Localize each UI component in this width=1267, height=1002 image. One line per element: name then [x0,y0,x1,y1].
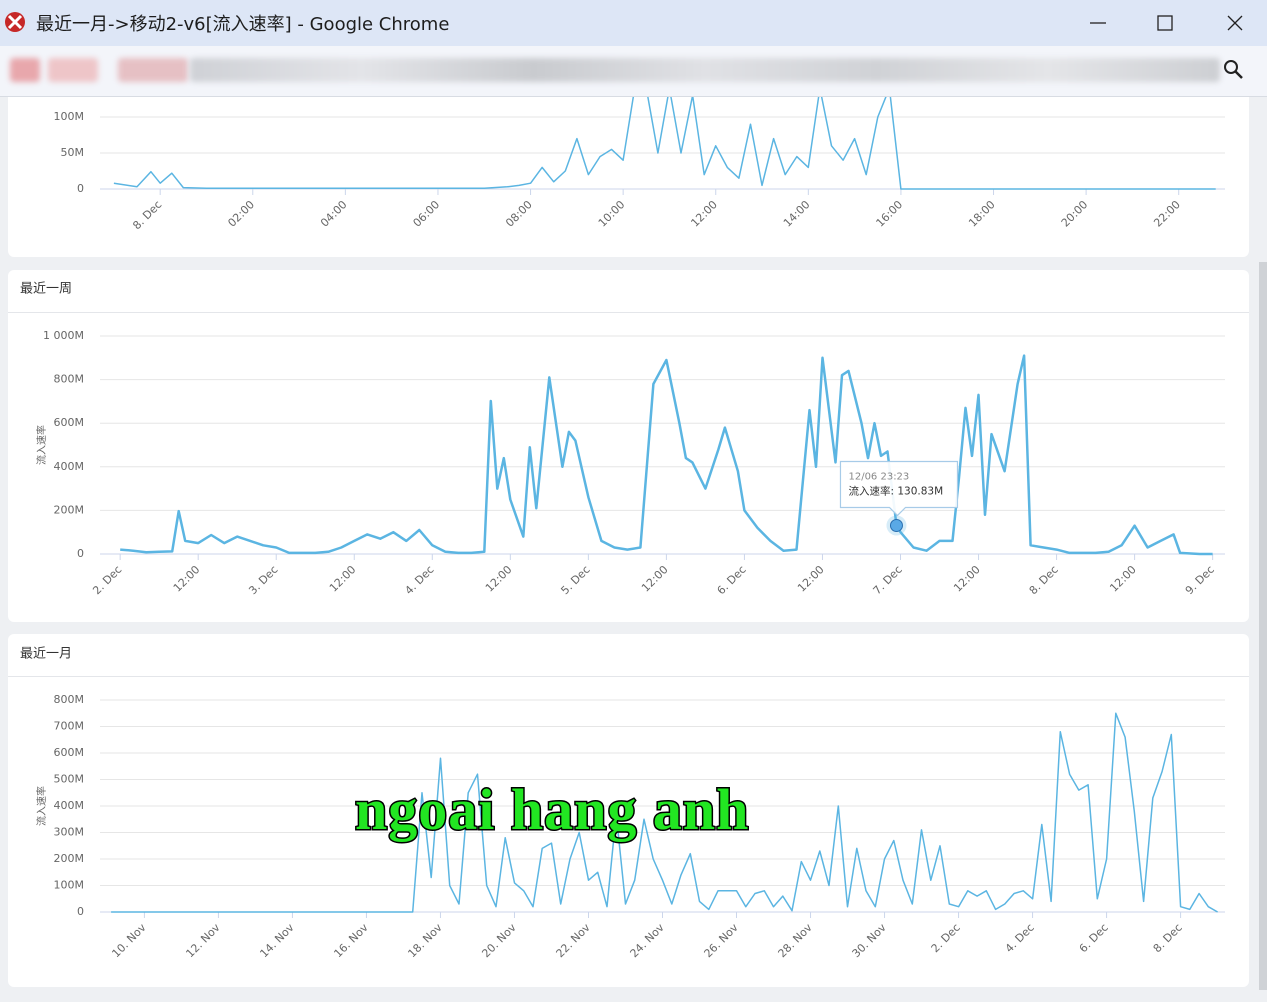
y-tick-label: 0 [77,905,84,918]
y-tick-label: 200M [54,503,85,516]
x-tick-label: 8. Dec [1027,563,1061,597]
x-tick-label: 18. Nov [405,921,445,961]
x-tick-label: 12:00 [483,563,515,595]
y-tick-label: 700M [54,720,85,733]
data-line [111,712,1218,913]
search-icon[interactable] [1222,58,1246,82]
window-title: 最近一月->移动2-v6[流入速率] - Google Chrome [36,14,450,35]
x-tick-label: 16:00 [874,198,906,230]
x-tick-label: 20:00 [1059,198,1091,230]
y-tick-label: 100M [54,110,85,123]
scrollbar[interactable] [1259,262,1267,990]
y-tick-label: 600M [54,416,85,429]
y-tick-label: 400M [54,460,85,473]
x-tick-label: 12. Nov [183,921,223,961]
x-tick-label: 12:00 [639,563,671,595]
x-tick-label: 12:00 [171,563,203,595]
x-tick-label: 02:00 [225,198,257,230]
x-tick-label: 12:00 [1107,563,1139,595]
panel [8,270,1249,622]
x-tick-label: 5. Dec [558,563,592,597]
y-tick-label: 800M [54,693,85,706]
x-tick-label: 2. Dec [929,921,963,955]
y-tick-label: 800M [54,373,85,386]
x-tick-label: 18:00 [966,198,998,230]
chart-title: 最近一周 [20,282,72,297]
x-tick-label: 28. Nov [776,921,816,961]
x-tick-label: 16. Nov [331,921,371,961]
x-tick-label: 14. Nov [257,921,297,961]
y-tick-label: 0 [77,182,84,195]
x-tick-label: 12:00 [688,198,720,230]
x-tick-label: 30. Nov [850,921,890,961]
blurred [10,58,40,82]
address-bar[interactable] [0,46,1267,97]
x-tick-label: 10:00 [596,198,628,230]
x-tick-label: 3. Dec [246,563,280,597]
x-tick-label: 8. Dec [130,198,164,232]
x-tick-label: 6. Dec [715,563,749,597]
hover-point [889,518,903,532]
maximize[interactable] [1157,15,1173,31]
y-tick-label: 500M [54,773,85,786]
y-tick-label: 200M [54,852,85,865]
x-tick-label: 06:00 [411,198,443,230]
x-tick-label: 22:00 [1151,198,1183,230]
x-tick-label: 4. Dec [402,563,436,597]
tooltip-title: 12/06 23:23 [848,471,909,482]
x-tick-label: 7. Dec [871,563,905,597]
y-tick-label: 400M [54,799,85,812]
x-tick-label: 08:00 [503,198,535,230]
x-tick-label: 4. Dec [1003,921,1037,955]
blurred [48,58,98,82]
separator [8,676,1249,677]
window-controls [1090,15,1243,31]
x-tick-label: 12:00 [951,563,983,595]
panel [8,634,1249,987]
x-tick-label: 2. Dec [90,563,124,597]
chart-title: 最近一月 [20,647,72,662]
tooltip-box [839,460,959,517]
blurred [190,58,1220,82]
y-tick-label: 1 000M [43,329,84,342]
x-tick-label: 8. Dec [1151,921,1185,955]
close[interactable] [1227,15,1243,31]
x-tick-label: 12:00 [327,563,359,595]
title-bar: 最近一月->移动2-v6[流入速率] - Google Chrome [0,0,1267,46]
x-tick-label: 24. Nov [628,921,668,961]
y-axis-label: 流入速率 [35,786,48,826]
x-tick-label: 9. Dec [1183,563,1217,597]
x-tick-label: 26. Nov [702,921,742,961]
y-tick-label: 50M [61,146,85,159]
x-tick-label: 14:00 [781,198,813,230]
tooltip-label: 流入速率: 130.83M [848,484,943,497]
data-line [113,87,1216,190]
app-icon [5,12,25,32]
x-tick-label: 04:00 [318,198,350,230]
overlay-text: ngoai hang anh [353,776,750,844]
y-tick-label: 0 [77,547,84,560]
separator [8,312,1249,313]
x-tick-label: 10. Nov [109,921,149,961]
x-tick-label: 20. Nov [479,921,519,961]
y-tick-label: 100M [54,879,85,892]
x-tick-label: 6. Dec [1077,921,1111,955]
y-axis-label: 流入速率 [35,425,48,465]
x-tick-label: 22. Nov [554,921,594,961]
y-tick-label: 300M [54,826,85,839]
y-tick-label: 600M [54,746,85,759]
x-tick-label: 12:00 [795,563,827,595]
blurred [118,58,188,82]
data-line [120,354,1213,556]
